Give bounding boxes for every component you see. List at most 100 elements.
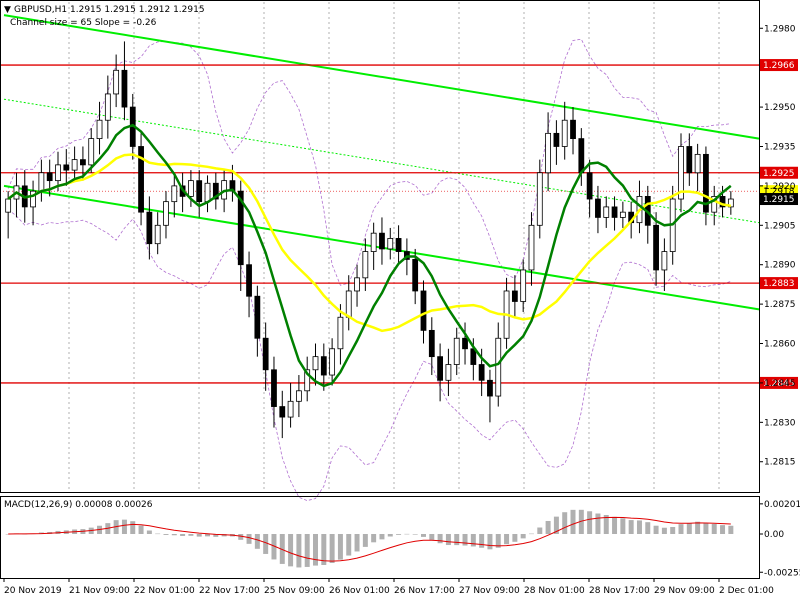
candle xyxy=(271,356,277,428)
candle-body-bull xyxy=(204,182,211,203)
macd-histogram-bar xyxy=(553,516,559,534)
candle-body-bear xyxy=(462,337,468,350)
candle xyxy=(370,222,377,270)
candle xyxy=(146,196,153,260)
candle-body-bear xyxy=(586,172,593,200)
candle-body-bull xyxy=(362,251,369,279)
candle xyxy=(171,175,178,218)
candle xyxy=(520,259,527,312)
candle xyxy=(453,327,460,376)
x-tick-label: 25 Nov 09:00 xyxy=(264,586,325,596)
macd-histogram-bar xyxy=(421,534,426,537)
candle-body-bull xyxy=(678,146,684,200)
candle-body-bull xyxy=(711,195,718,213)
bollinger-lower xyxy=(7,209,731,502)
macd-histogram-bar xyxy=(595,513,601,534)
candle xyxy=(570,107,576,155)
macd-histogram-bar xyxy=(321,534,327,565)
candle xyxy=(320,343,327,391)
candle xyxy=(462,322,468,365)
candle-body-bear xyxy=(611,206,618,218)
macd-tick-label: -0.00255 xyxy=(764,568,800,578)
macd-histogram-bar xyxy=(587,511,593,534)
candle-body-bull xyxy=(536,172,543,226)
candle-body-bull xyxy=(495,337,502,397)
candle xyxy=(711,185,718,226)
candle xyxy=(686,133,693,186)
macd-histogram-bar xyxy=(313,534,318,566)
macd-histogram-bar xyxy=(238,534,244,540)
y-tick-label: 1.2875 xyxy=(764,300,796,310)
level-tag-label: 1.2925 xyxy=(763,169,795,179)
current-price-tag xyxy=(760,193,798,206)
candle-body-bear xyxy=(511,290,518,302)
candle xyxy=(337,304,344,365)
x-tick-label: 26 Nov 17:00 xyxy=(394,586,455,596)
macd-histogram-bar xyxy=(304,534,310,567)
candles xyxy=(5,41,734,439)
candle xyxy=(188,170,194,207)
candle-body-bull xyxy=(528,224,535,271)
x-tick-label: 26 Nov 01:00 xyxy=(329,586,390,596)
candle xyxy=(113,54,120,108)
macd-histogram-bar xyxy=(271,534,277,560)
macd-panel-frame xyxy=(0,496,760,579)
x-tick-label: 27 Nov 09:00 xyxy=(459,586,520,596)
macd-histogram-bar xyxy=(537,527,543,534)
candle xyxy=(661,238,668,291)
candle-body-bull xyxy=(694,153,701,174)
macd-histogram-bar xyxy=(354,534,360,552)
macd-histogram-bar xyxy=(711,524,717,534)
macd-histogram-bar xyxy=(686,523,692,534)
macd-histogram-bar xyxy=(437,534,443,544)
candle-body-bear xyxy=(703,153,709,213)
candle-body-bear xyxy=(719,195,726,208)
candle xyxy=(445,348,452,397)
macd-histogram-bar xyxy=(454,534,460,546)
candle-body-bear xyxy=(138,146,144,213)
macd-histogram-bar xyxy=(346,534,352,556)
fast-ma-line xyxy=(7,123,732,388)
candle-body-bear xyxy=(478,364,485,381)
macd-histogram-bar xyxy=(379,534,385,540)
candle-body-bear xyxy=(653,224,659,271)
candle xyxy=(428,317,435,376)
candle xyxy=(354,264,360,307)
candle xyxy=(553,120,560,165)
candle xyxy=(30,180,36,226)
y-tick-label: 1.2905 xyxy=(764,221,796,231)
macd-histogram-bar xyxy=(495,534,501,548)
macd-histogram-bar xyxy=(612,516,618,534)
candle-body-bull xyxy=(453,337,460,365)
candle-body-bear xyxy=(578,138,585,174)
candle-body-bear xyxy=(428,329,435,358)
candle-body-bull xyxy=(38,172,45,192)
candle-body-bull xyxy=(171,185,178,203)
candle-body-bull xyxy=(345,290,352,318)
candle-body-bear xyxy=(121,69,128,108)
macd-histogram-bar xyxy=(628,520,634,534)
bollinger-upper xyxy=(7,38,731,286)
candle xyxy=(287,382,294,428)
macd-histogram-bar xyxy=(479,534,485,548)
candle-body-bull xyxy=(354,277,360,292)
macd-histogram-bar xyxy=(5,534,11,535)
macd-histogram-bar xyxy=(254,534,260,549)
candle xyxy=(96,101,103,155)
candle-body-bear xyxy=(46,172,53,182)
y-tick-label: 1.2980 xyxy=(764,24,796,34)
macd-indicator xyxy=(5,509,734,568)
macd-histogram-bar xyxy=(445,534,451,546)
candle-body-bull xyxy=(154,224,161,245)
macd-histogram-bar xyxy=(695,521,701,534)
candle-body-bear xyxy=(487,379,493,397)
macd-histogram-bar xyxy=(296,534,302,568)
macd-histogram-bar xyxy=(645,522,651,534)
candle-body-bull xyxy=(88,138,95,166)
candle xyxy=(163,191,169,239)
macd-histogram-bar xyxy=(171,534,177,536)
macd-histogram-bar xyxy=(404,533,410,535)
macd-histogram-bar xyxy=(470,534,476,547)
candle-body-bull xyxy=(71,159,78,171)
